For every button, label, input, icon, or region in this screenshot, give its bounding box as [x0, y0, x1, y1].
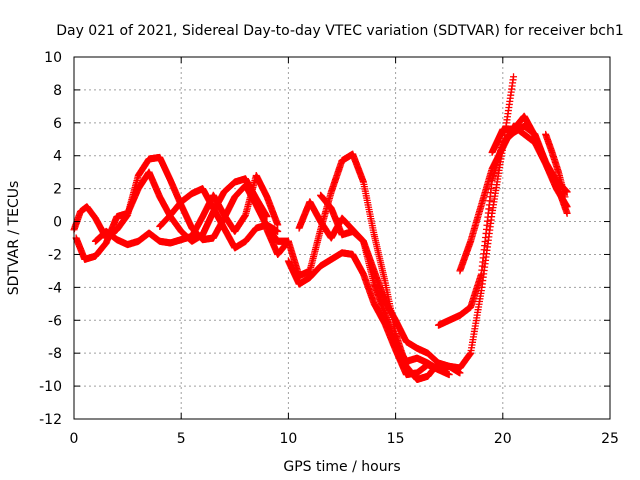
x-tick-label: 15: [387, 431, 405, 447]
y-tick-label: -12: [39, 412, 62, 428]
data-point: [263, 213, 271, 221]
y-axis-label: SDTVAR / TECUs: [6, 181, 22, 296]
data-point: [510, 73, 518, 81]
axis-ticks: [73, 56, 611, 420]
series-arc-3: [91, 171, 282, 249]
y-tick-label: -8: [48, 346, 62, 362]
series-arc-11: [488, 112, 571, 217]
y-tick-label: -4: [48, 280, 62, 296]
x-axis-label: GPS time / hours: [283, 459, 400, 475]
data-marks: [70, 73, 571, 384]
y-tick-label: 8: [53, 83, 62, 99]
x-tick-label: 20: [494, 431, 512, 447]
data-point: [445, 371, 453, 379]
x-tick-label: 5: [177, 431, 186, 447]
data-point: [274, 227, 282, 235]
y-tick-label: 0: [53, 215, 62, 231]
y-tick-labels: -12 -10 -8 -6 -4 -2 0 2 4 6 8 10: [39, 50, 62, 428]
data-point: [434, 359, 442, 367]
chart-title: Day 021 of 2021, Sidereal Day-to-day VTE…: [56, 23, 624, 39]
y-tick-label: 4: [53, 149, 62, 165]
x-tick-label: 0: [70, 431, 79, 447]
series-arc-10: [456, 122, 571, 275]
data-point: [274, 221, 282, 229]
series-arc-7: [295, 73, 518, 374]
data-point: [563, 209, 571, 217]
series-arc-8: [317, 191, 442, 367]
x-tick-label: 25: [601, 431, 619, 447]
y-tick-label: 10: [44, 50, 62, 66]
x-tick-labels: 0 5 10 15 20 25: [70, 431, 619, 447]
y-tick-label: -6: [48, 313, 62, 329]
y-tick-label: 6: [53, 116, 62, 132]
plot-frame: [73, 56, 611, 420]
y-tick-label: -2: [48, 247, 62, 263]
y-tick-label: 2: [53, 182, 62, 198]
series-arc-4: [156, 185, 282, 252]
data-point: [561, 193, 569, 201]
x-tick-label: 10: [279, 431, 297, 447]
grid: [74, 57, 610, 419]
y-tick-label: -10: [39, 379, 62, 395]
series-arc-12: [542, 130, 569, 201]
